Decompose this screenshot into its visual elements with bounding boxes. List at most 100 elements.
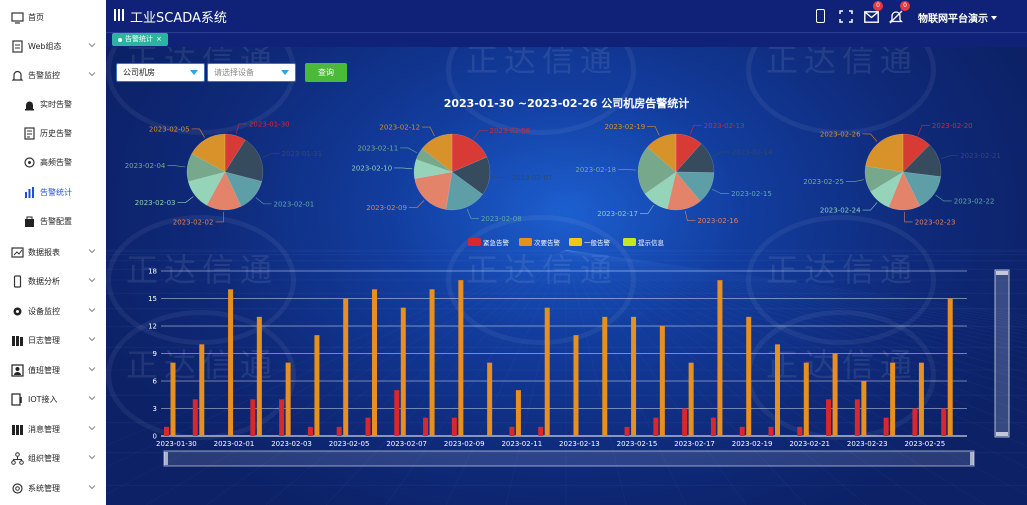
menu-toggle-icon[interactable] (114, 9, 124, 21)
pie-slice[interactable] (675, 171, 715, 202)
vertical-slider-track[interactable] (994, 269, 1010, 438)
bar-emergency[interactable] (797, 426, 803, 436)
bar-secondary[interactable] (775, 344, 780, 436)
bar-emergency[interactable] (682, 408, 688, 437)
sidebar-item-0[interactable]: 首页 (0, 4, 106, 30)
pie-slice[interactable] (413, 159, 453, 180)
bar-secondary[interactable] (199, 344, 205, 436)
phone-icon[interactable] (816, 9, 825, 23)
pie-slice[interactable] (864, 165, 904, 193)
bar-emergency[interactable] (423, 417, 429, 436)
pie-slice[interactable] (445, 171, 484, 211)
bar-secondary[interactable] (487, 362, 493, 436)
sidebar-item-5[interactable]: 高频告警 (0, 149, 106, 175)
bar-secondary[interactable] (458, 280, 464, 436)
bar-secondary[interactable] (947, 298, 953, 437)
bar-secondary[interactable] (832, 353, 838, 437)
bar-emergency[interactable] (336, 426, 342, 436)
legend-item[interactable]: 次要告警 (519, 238, 561, 247)
bar-emergency[interactable] (854, 399, 860, 436)
bar-secondary[interactable] (170, 362, 176, 436)
sidebar-item-11[interactable]: 日志管理 (0, 327, 106, 353)
pie-slice[interactable] (224, 139, 264, 182)
bar-emergency[interactable] (164, 426, 169, 436)
bar-emergency[interactable] (912, 408, 918, 437)
bar-emergency[interactable] (307, 426, 313, 436)
sidebar-item-14[interactable]: 消息管理 (0, 416, 106, 442)
pie-slice[interactable] (224, 133, 246, 173)
bar-secondary[interactable] (256, 316, 262, 436)
sidebar-item-12[interactable]: 值班管理 (0, 357, 106, 383)
pie-slice[interactable] (644, 171, 677, 210)
query-button[interactable]: 查询 (305, 63, 347, 82)
bar-emergency[interactable] (451, 417, 457, 436)
pie-slice[interactable] (870, 171, 904, 208)
pie-slice[interactable] (675, 133, 702, 173)
pie-slice[interactable] (187, 171, 226, 206)
bar-emergency[interactable] (250, 399, 256, 436)
bar-emergency[interactable] (826, 399, 832, 436)
vertical-zoom-slider[interactable] (994, 269, 1010, 438)
bar-secondary[interactable] (918, 362, 924, 436)
bar-emergency[interactable] (710, 417, 716, 436)
pie-slice[interactable] (191, 133, 226, 173)
bar-emergency[interactable] (365, 417, 371, 436)
vertical-slider-handle-top[interactable] (996, 271, 1008, 275)
pie-slice[interactable] (902, 144, 942, 177)
pie-slice[interactable] (414, 171, 453, 210)
device-select[interactable]: 请选择设备 (207, 63, 296, 82)
pie-slice[interactable] (206, 171, 242, 211)
pie-slice[interactable] (666, 171, 701, 211)
horizontal-zoom-slider[interactable] (163, 450, 975, 467)
pie-slice[interactable] (421, 133, 453, 173)
bar-secondary[interactable] (314, 335, 320, 436)
bar-emergency[interactable] (624, 426, 630, 436)
tab-close-icon[interactable]: × (156, 35, 162, 43)
pie-slice[interactable] (865, 133, 904, 173)
sidebar-item-13[interactable]: IOT接入 (0, 386, 106, 412)
sidebar-item-4[interactable]: 历史告警 (0, 120, 106, 146)
mail-icon[interactable] (864, 11, 879, 23)
bar-secondary[interactable] (861, 381, 867, 436)
bar-emergency[interactable] (394, 390, 400, 436)
pie-slice[interactable] (451, 133, 488, 173)
sidebar-item-1[interactable]: Web组态 (0, 33, 106, 59)
fullscreen-icon[interactable] (839, 10, 853, 23)
pie-slice[interactable] (224, 171, 263, 207)
tab-alarm-statistics[interactable]: 告警统计 × (112, 33, 168, 46)
bar-emergency[interactable] (509, 426, 515, 436)
bar-secondary[interactable] (429, 289, 435, 436)
bar-secondary[interactable] (400, 307, 406, 436)
sidebar-item-6[interactable]: 告警统计 (0, 179, 106, 205)
bar-secondary[interactable] (228, 289, 234, 436)
vertical-slider-handle-bottom[interactable] (996, 432, 1008, 436)
pie-slice[interactable] (186, 153, 226, 182)
pie-slice[interactable] (902, 171, 941, 207)
zoom-slider-handle-left[interactable] (164, 452, 168, 465)
sidebar-item-2[interactable]: 告警监控 (0, 62, 106, 88)
bar-emergency[interactable] (768, 426, 774, 436)
notification-muted-icon[interactable] (888, 10, 904, 24)
bar-secondary[interactable] (688, 362, 694, 436)
bar-secondary[interactable] (631, 316, 637, 436)
legend-item[interactable]: 提示信息 (623, 238, 665, 247)
bar-secondary[interactable] (746, 316, 752, 436)
sidebar-item-15[interactable]: 组织管理 (0, 445, 106, 471)
bar-secondary[interactable] (372, 289, 377, 436)
zoom-slider-track[interactable] (163, 450, 975, 467)
bar-secondary[interactable] (890, 362, 896, 436)
room-select[interactable]: 公司机房 (116, 63, 205, 82)
pie-slice[interactable] (888, 171, 921, 211)
sidebar-item-3[interactable]: 实时告警 (0, 91, 106, 117)
pie-slice[interactable] (451, 156, 491, 195)
bar-secondary[interactable] (803, 362, 809, 436)
legend-item[interactable]: 紧急告警 (468, 238, 510, 247)
bar-emergency[interactable] (739, 426, 745, 436)
bar-secondary[interactable] (285, 362, 291, 436)
bar-secondary[interactable] (717, 280, 723, 436)
sidebar-item-9[interactable]: 数据分析 (0, 268, 106, 294)
pie-slice[interactable] (646, 133, 677, 173)
bar-secondary[interactable] (659, 326, 665, 436)
bar-emergency[interactable] (538, 426, 544, 436)
sidebar-item-10[interactable]: 设备监控 (0, 298, 106, 324)
